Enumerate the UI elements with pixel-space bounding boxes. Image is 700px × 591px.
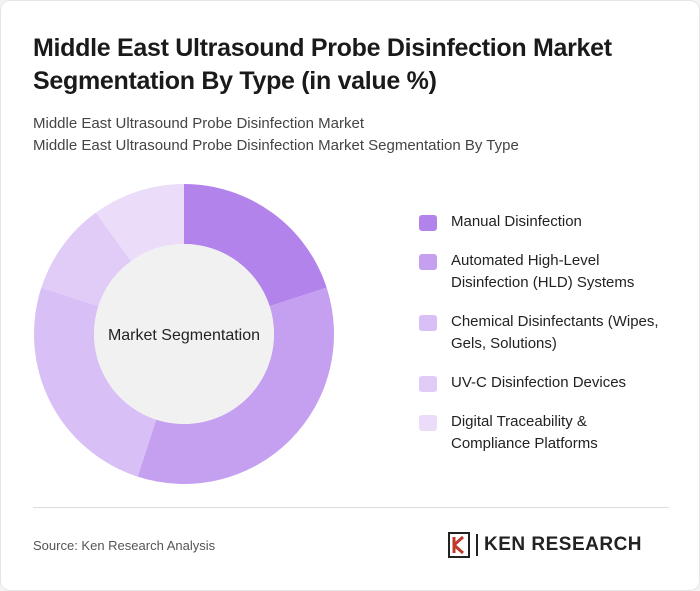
donut-slice-2 [137,287,335,485]
legend-item-1: Manual Disinfection [419,211,689,233]
donut-slice-5 [95,184,184,262]
subtitle-line-1: Middle East Ultrasound Probe Disinfectio… [33,115,364,132]
legend-swatch [419,254,437,270]
legend-label-line: Digital Traceability & [451,413,587,430]
legend-swatch [419,215,437,231]
chart-subtitle: Middle East Ultrasound Probe Disinfectio… [33,113,673,157]
donut-chart: Market Segmentation [33,184,335,485]
legend-swatch [419,315,437,331]
donut-center-label: Market Segmentation [108,327,260,344]
legend-label-line: Automated High-Level [451,252,600,269]
legend-label-line: Chemical Disinfectants (Wipes, [451,313,659,330]
legend-item-4: UV-C Disinfection Devices [419,372,689,394]
legend-label-line: Disinfection (HLD) Systems [451,274,635,291]
legend-item-3: Chemical Disinfectants (Wipes, Gels, Solu… [419,311,689,355]
legend-item-2: Automated High-Level Disinfection (HLD) S… [419,250,689,294]
chart-legend: Manual Disinfection Automated High-Level D… [419,211,689,472]
chart-title: Middle East Ultrasound Probe Disinfectio… [33,34,612,95]
donut-slice-1 [184,184,327,307]
legend-label-line: Gels, Solutions) [451,335,557,352]
donut-center [94,244,274,424]
legend-item-5: Digital Traceability & Compliance Platfor… [419,411,689,455]
ken-research-logo-icon [448,532,470,558]
ken-research-logo: KEN RESEARCH [448,531,642,559]
legend-label-line: UV-C Disinfection Devices [451,374,627,391]
legend-label-line: Compliance Platforms [451,435,598,452]
footer-divider [33,507,669,508]
subtitle-line-2: Middle East Ultrasound Probe Disinfectio… [33,137,519,154]
logo-text: KEN RESEARCH [484,534,643,555]
logo-separator [476,534,478,556]
donut-slice-4 [41,212,132,307]
donut-slice-3 [33,287,157,477]
source-note: Source: Ken Research Analysis [33,538,216,553]
legend-swatch [419,376,437,392]
legend-label-line: Manual Disinfection [451,213,582,230]
legend-swatch [419,415,437,431]
